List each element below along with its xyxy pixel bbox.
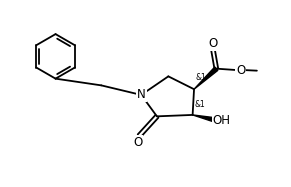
Text: &1: &1 xyxy=(194,100,205,109)
Text: OH: OH xyxy=(213,114,231,127)
Text: &1: &1 xyxy=(196,73,206,82)
Text: N: N xyxy=(137,88,146,101)
Polygon shape xyxy=(194,67,218,89)
Polygon shape xyxy=(193,115,216,122)
Text: O: O xyxy=(209,37,218,50)
Text: O: O xyxy=(133,136,142,148)
Text: O: O xyxy=(236,64,246,77)
